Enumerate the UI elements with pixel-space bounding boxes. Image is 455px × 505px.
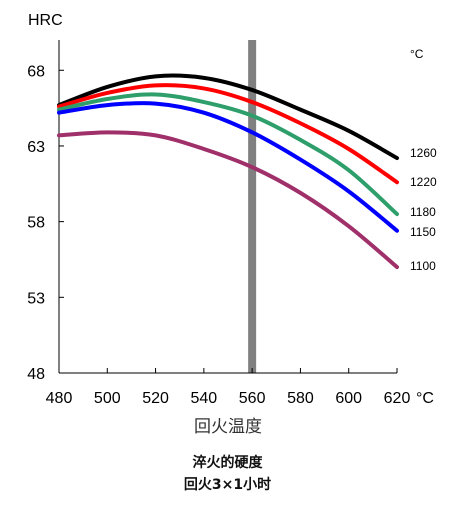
y-tick-label: 53	[27, 290, 45, 307]
y-tick-label: 48	[27, 366, 45, 383]
series-line-1150	[57, 101, 399, 233]
series-label-1180: 1180	[410, 205, 436, 219]
series-line-1260	[57, 73, 399, 161]
y-axis-title: HRC	[28, 12, 63, 29]
x-axis-title: 回火温度	[194, 417, 262, 437]
x-tick-label: 580	[287, 390, 314, 407]
x-tick-label: 620	[384, 390, 411, 407]
y-tick-label: 63	[27, 139, 45, 156]
series-line-1220	[57, 83, 399, 185]
y-tick-label: 58	[27, 215, 45, 232]
x-tick-label: 500	[94, 390, 121, 407]
series-line-1180	[57, 92, 399, 217]
x-tick-label: 520	[142, 390, 169, 407]
series-label-1260: 1260	[410, 146, 437, 160]
legend-unit: °C	[410, 47, 424, 61]
caption-line-1: 淬火的硬度	[192, 455, 263, 471]
series-label-1150: 1150	[410, 225, 436, 239]
x-tick-label: 560	[239, 390, 266, 407]
series-label-1100: 1100	[410, 259, 436, 273]
x-tick-label: 600	[335, 390, 362, 407]
series-line-1100	[57, 130, 399, 270]
series-label-1220: 1220	[410, 175, 437, 189]
x-tick-label: 480	[46, 390, 73, 407]
x-axis-unit: °C	[416, 390, 434, 407]
y-tick-label: 68	[27, 63, 45, 80]
x-tick-label: 540	[191, 390, 218, 407]
caption-line-2: 回火3×1小时	[183, 477, 272, 493]
